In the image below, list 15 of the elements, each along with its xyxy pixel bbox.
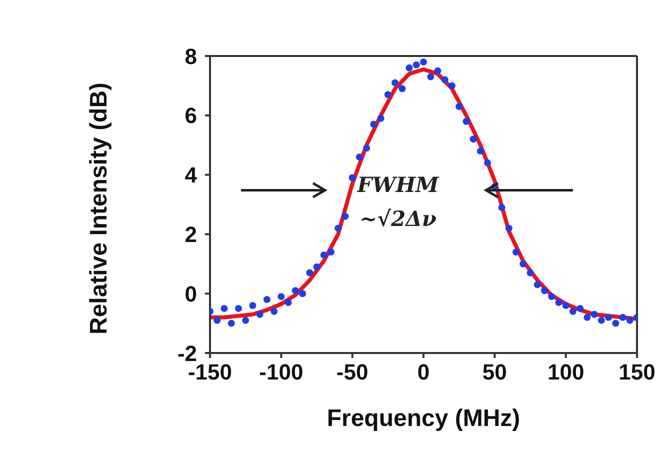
annotation: ~√2Δν [358, 205, 438, 234]
x-tick-label: 100 [547, 360, 584, 385]
y-tick-label: 2 [184, 222, 197, 248]
x-tick-label: 50 [482, 360, 507, 385]
annotation: FWHM [356, 171, 440, 200]
y-tick-label: 8 [184, 44, 197, 69]
y-tick-label: 6 [184, 103, 197, 128]
y-tick-label: 4 [184, 162, 198, 188]
x-axis-title: Frequency (MHz) [326, 405, 520, 432]
x-tick-label: 150 [618, 360, 656, 385]
x-tick-label: 0 [417, 360, 430, 385]
y-axis-title: Relative Intensity (dB) [86, 82, 113, 334]
x-tick-label: -50 [336, 360, 368, 385]
x-tick-label: -100 [259, 360, 304, 385]
y-tick-label: 0 [184, 281, 197, 306]
